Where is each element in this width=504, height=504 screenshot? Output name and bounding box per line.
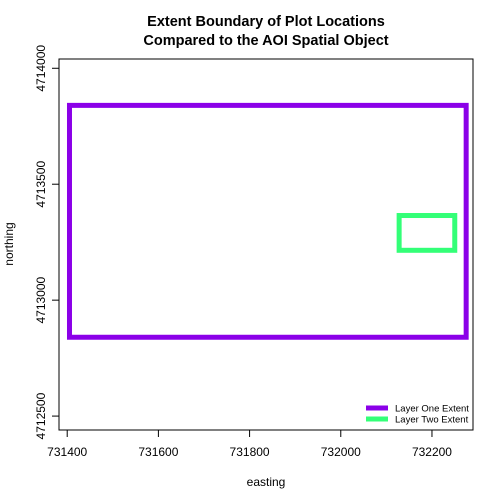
x-axis: 731400 731600 731800 732000 732200 bbox=[47, 429, 452, 459]
x-axis-label: easting bbox=[247, 475, 286, 489]
extent-rect-2 bbox=[396, 213, 458, 253]
x-tick-label: 731400 bbox=[47, 445, 87, 459]
plot-frame bbox=[58, 58, 474, 431]
x-tick-label: 732000 bbox=[321, 445, 361, 459]
legend-label-1: Layer One Extent bbox=[395, 404, 469, 415]
y-tick-label: 4713500 bbox=[34, 161, 48, 208]
x-tick-label: 731800 bbox=[230, 445, 270, 459]
y-tick-label: 4714000 bbox=[34, 45, 48, 92]
y-tick-label: 4713000 bbox=[34, 276, 48, 323]
extent-rect-1 bbox=[66, 102, 469, 340]
legend-label-2: Layer Two Extent bbox=[395, 415, 469, 426]
y-axis: 4712500 4713000 4713500 4714000 bbox=[34, 45, 60, 439]
series-layer bbox=[66, 102, 469, 340]
x-tick-label: 732200 bbox=[412, 445, 452, 459]
x-tick-label: 731600 bbox=[138, 445, 178, 459]
chart-title-line-1: Extent Boundary of Plot Locations bbox=[147, 14, 385, 30]
chart-title-line-2: Compared to the AOI Spatial Object bbox=[143, 33, 388, 49]
y-axis-label: northing bbox=[2, 222, 16, 265]
y-tick-label: 4712500 bbox=[34, 392, 48, 439]
